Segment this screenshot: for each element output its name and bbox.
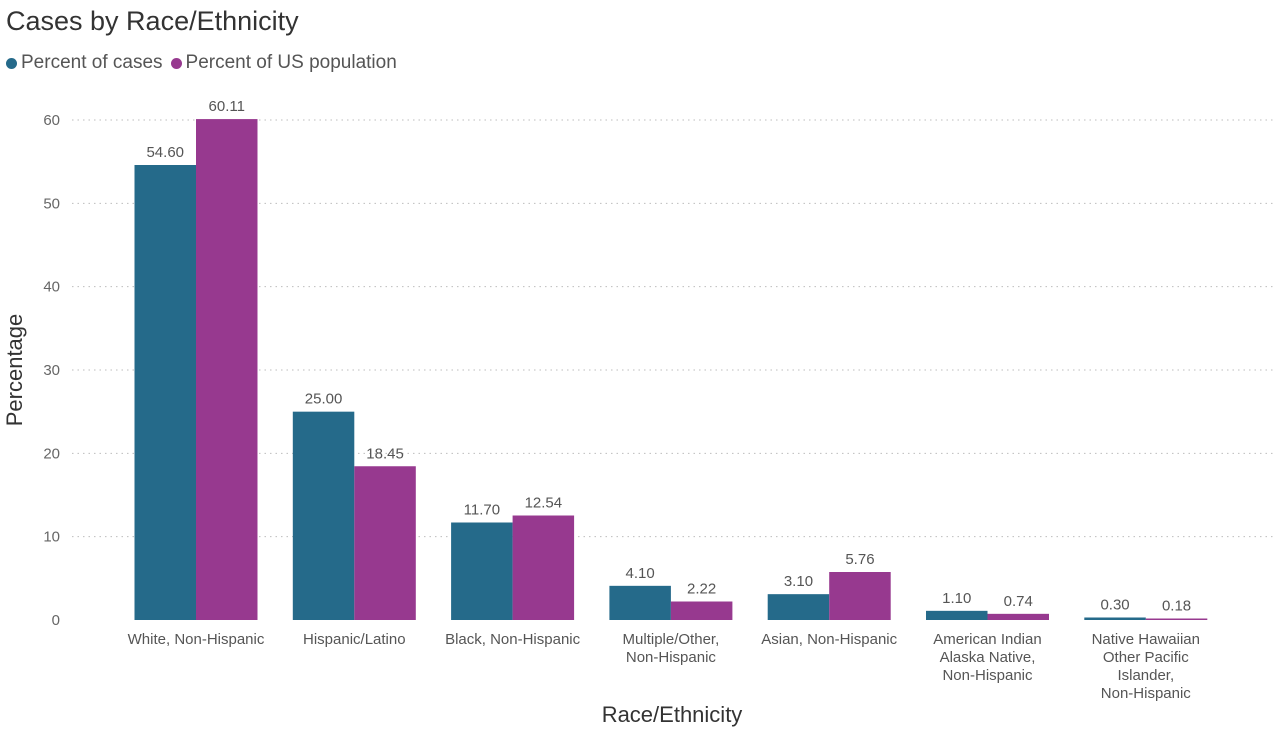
x-category-label-line: Asian, Non-Hispanic <box>761 631 897 648</box>
chart-title: Cases by Race/Ethnicity <box>6 6 299 36</box>
x-category-label-line: Islander, <box>1117 667 1174 684</box>
bar-cases[interactable] <box>292 411 355 620</box>
legend-label-population: Percent of US population <box>185 52 397 73</box>
data-label: 4.10 <box>626 565 655 582</box>
x-category-label-line: Non-Hispanic <box>1101 685 1192 702</box>
data-label: 5.76 <box>845 551 874 568</box>
x-category-label: Black, Non-Hispanic <box>445 631 581 648</box>
legend: Percent of cases Percent of US populatio… <box>6 52 405 74</box>
x-category-label-line: White, Non-Hispanic <box>128 631 265 648</box>
y-tick-label: 50 <box>43 195 60 212</box>
bar-cases[interactable] <box>1084 617 1146 621</box>
legend-marker-icon <box>6 57 17 69</box>
bar-cases[interactable] <box>926 610 988 620</box>
bar-population[interactable] <box>670 601 733 621</box>
x-category-label: Multiple/Other, Non-Hispanic <box>623 631 720 666</box>
x-category-label: White, Non-Hispanic <box>128 631 265 648</box>
x-category-label-line: American Indian <box>933 631 1041 648</box>
x-axis-title: Race/Ethnicity <box>602 702 743 727</box>
x-category-label-line: Other Pacific <box>1103 649 1189 666</box>
data-label: 1.10 <box>942 590 971 607</box>
data-label: 18.45 <box>366 445 404 462</box>
x-category-label-line: Native Hawaiian <box>1092 631 1200 648</box>
y-tick-label: 20 <box>43 445 60 462</box>
y-tick-label: 60 <box>43 112 60 129</box>
y-axis-ticks: 0 10 20 30 40 50 60 <box>43 112 60 629</box>
x-category-label-line: Hispanic/Latino <box>303 631 406 648</box>
legend-marker-icon <box>170 57 182 69</box>
x-category-label: Hispanic/Latino <box>303 631 406 648</box>
x-category-label: Asian, Non-Hispanic <box>761 631 897 648</box>
data-label: 25.00 <box>305 391 343 408</box>
x-category-label: American Indian Alaska Native, Non-Hispani… <box>933 631 1041 684</box>
x-axis-categories: White, Non-Hispanic Hispanic/Latino Black,… <box>128 631 1200 702</box>
legend-item-population[interactable]: Percent of US population <box>170 52 397 74</box>
bar-population[interactable] <box>354 466 416 620</box>
bar-population[interactable] <box>829 572 891 620</box>
data-label: 3.10 <box>784 573 813 590</box>
bar-population[interactable] <box>1145 618 1208 621</box>
data-labels: 54.60 60.11 25.00 18.45 11.70 12.54 4.10 2.22 3.… <box>146 98 1191 614</box>
bar-cases[interactable] <box>134 165 197 620</box>
data-label: 2.22 <box>687 581 716 598</box>
y-tick-label: 30 <box>43 362 60 379</box>
bars <box>134 119 1208 621</box>
bar-population[interactable] <box>987 613 1050 620</box>
bar-population[interactable] <box>512 515 575 621</box>
x-category-label-line: Non-Hispanic <box>626 649 717 666</box>
data-label: 60.11 <box>209 98 245 115</box>
bar-cases[interactable] <box>451 522 513 621</box>
x-category-label-line: Non-Hispanic <box>942 667 1033 684</box>
y-tick-label: 10 <box>43 529 60 546</box>
x-category-label: Native Hawaiian Other Pacific Islander, Non… <box>1092 631 1200 702</box>
y-tick-label: 40 <box>43 279 60 296</box>
data-label: 0.30 <box>1100 597 1129 614</box>
legend-label-cases: Percent of cases <box>21 52 163 73</box>
bar-cases[interactable] <box>767 594 830 620</box>
gridlines <box>72 119 1275 538</box>
data-label: 11.70 <box>464 502 500 519</box>
data-label: 0.18 <box>1162 598 1191 615</box>
bar-population[interactable] <box>196 119 258 620</box>
x-category-label-line: Black, Non-Hispanic <box>445 631 581 648</box>
y-tick-label: 0 <box>52 612 60 629</box>
legend-item-cases[interactable]: Percent of cases <box>6 52 163 74</box>
y-axis-title: Percentage <box>2 314 27 427</box>
data-label: 0.74 <box>1004 593 1033 610</box>
data-label: 12.54 <box>525 495 563 512</box>
data-label: 54.60 <box>146 144 184 161</box>
bar-cases[interactable] <box>609 585 671 620</box>
x-category-label-line: Alaska Native, <box>940 649 1036 666</box>
x-category-label-line: Multiple/Other, <box>623 631 720 648</box>
